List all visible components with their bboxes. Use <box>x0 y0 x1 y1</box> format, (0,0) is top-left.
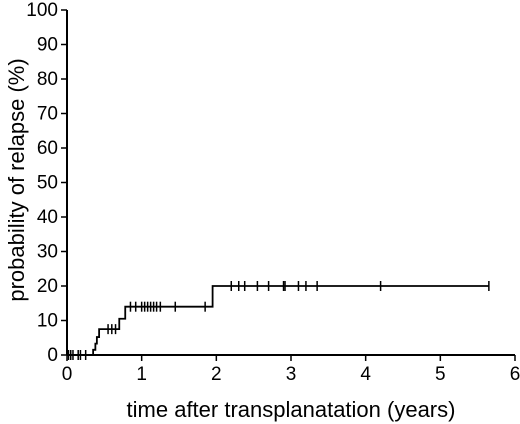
x-tick-label: 0 <box>62 364 73 385</box>
axes <box>66 10 515 356</box>
plot-area <box>67 285 489 356</box>
y-tick-label: 50 <box>37 173 58 194</box>
y-tick-label: 10 <box>37 311 58 332</box>
y-tick-label: 80 <box>37 69 58 90</box>
y-tick-label: 20 <box>37 276 58 297</box>
series-step-line <box>67 285 489 356</box>
x-tick-label: 4 <box>360 364 371 385</box>
y-tick-label: 70 <box>37 104 58 125</box>
y-tick-label: 100 <box>26 0 58 21</box>
censor-marks <box>67 281 490 360</box>
y-ticks: 0 10 20 30 40 50 60 70 80 90 100 <box>26 0 67 366</box>
y-tick-label: 40 <box>37 207 58 228</box>
y-tick-label: 0 <box>47 345 58 366</box>
x-tick-label: 1 <box>136 364 147 385</box>
y-tick-label: 30 <box>37 242 58 263</box>
y-tick-label: 60 <box>37 138 58 159</box>
y-tick-label: 90 <box>37 35 58 56</box>
x-tick-label: 5 <box>435 364 446 385</box>
x-axis-title: time after transplanatation (years) <box>127 397 456 422</box>
x-tick-label: 6 <box>510 364 520 385</box>
x-tick-label: 3 <box>286 364 297 385</box>
x-ticks: 0 1 2 3 4 5 6 <box>62 355 520 385</box>
x-tick-label: 2 <box>211 364 222 385</box>
y-axis-title: probability of relapse (%) <box>4 58 29 301</box>
